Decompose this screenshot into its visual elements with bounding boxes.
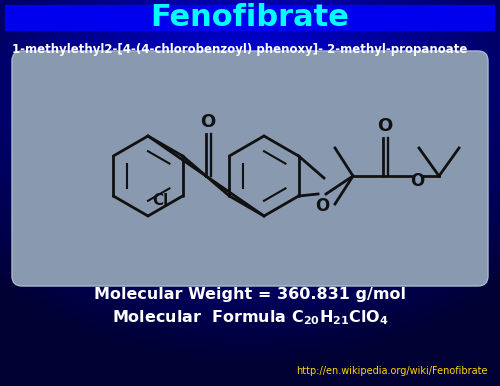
Text: O: O [200,113,216,131]
Text: Fenofibrate: Fenofibrate [150,3,350,32]
Text: Molecular Weight = 360.831 g/mol: Molecular Weight = 360.831 g/mol [94,286,406,301]
Text: 1-methylethyl2-[4-(4-chlorobenzoyl) phenoxy]- 2-methyl-propanoate: 1-methylethyl2-[4-(4-chlorobenzoyl) phen… [12,42,468,56]
Text: Molecular  Formula $\mathregular{C_{20}H_{21}ClO_4}$: Molecular Formula $\mathregular{C_{20}H_… [112,309,388,327]
Text: O: O [410,172,424,190]
Text: Cl: Cl [152,193,169,208]
Text: http://en.wikipedia.org/wiki/Fenofibrate: http://en.wikipedia.org/wiki/Fenofibrate [296,366,488,376]
Text: O: O [315,197,329,215]
FancyBboxPatch shape [5,5,495,31]
FancyBboxPatch shape [12,51,488,286]
Text: O: O [378,117,392,135]
